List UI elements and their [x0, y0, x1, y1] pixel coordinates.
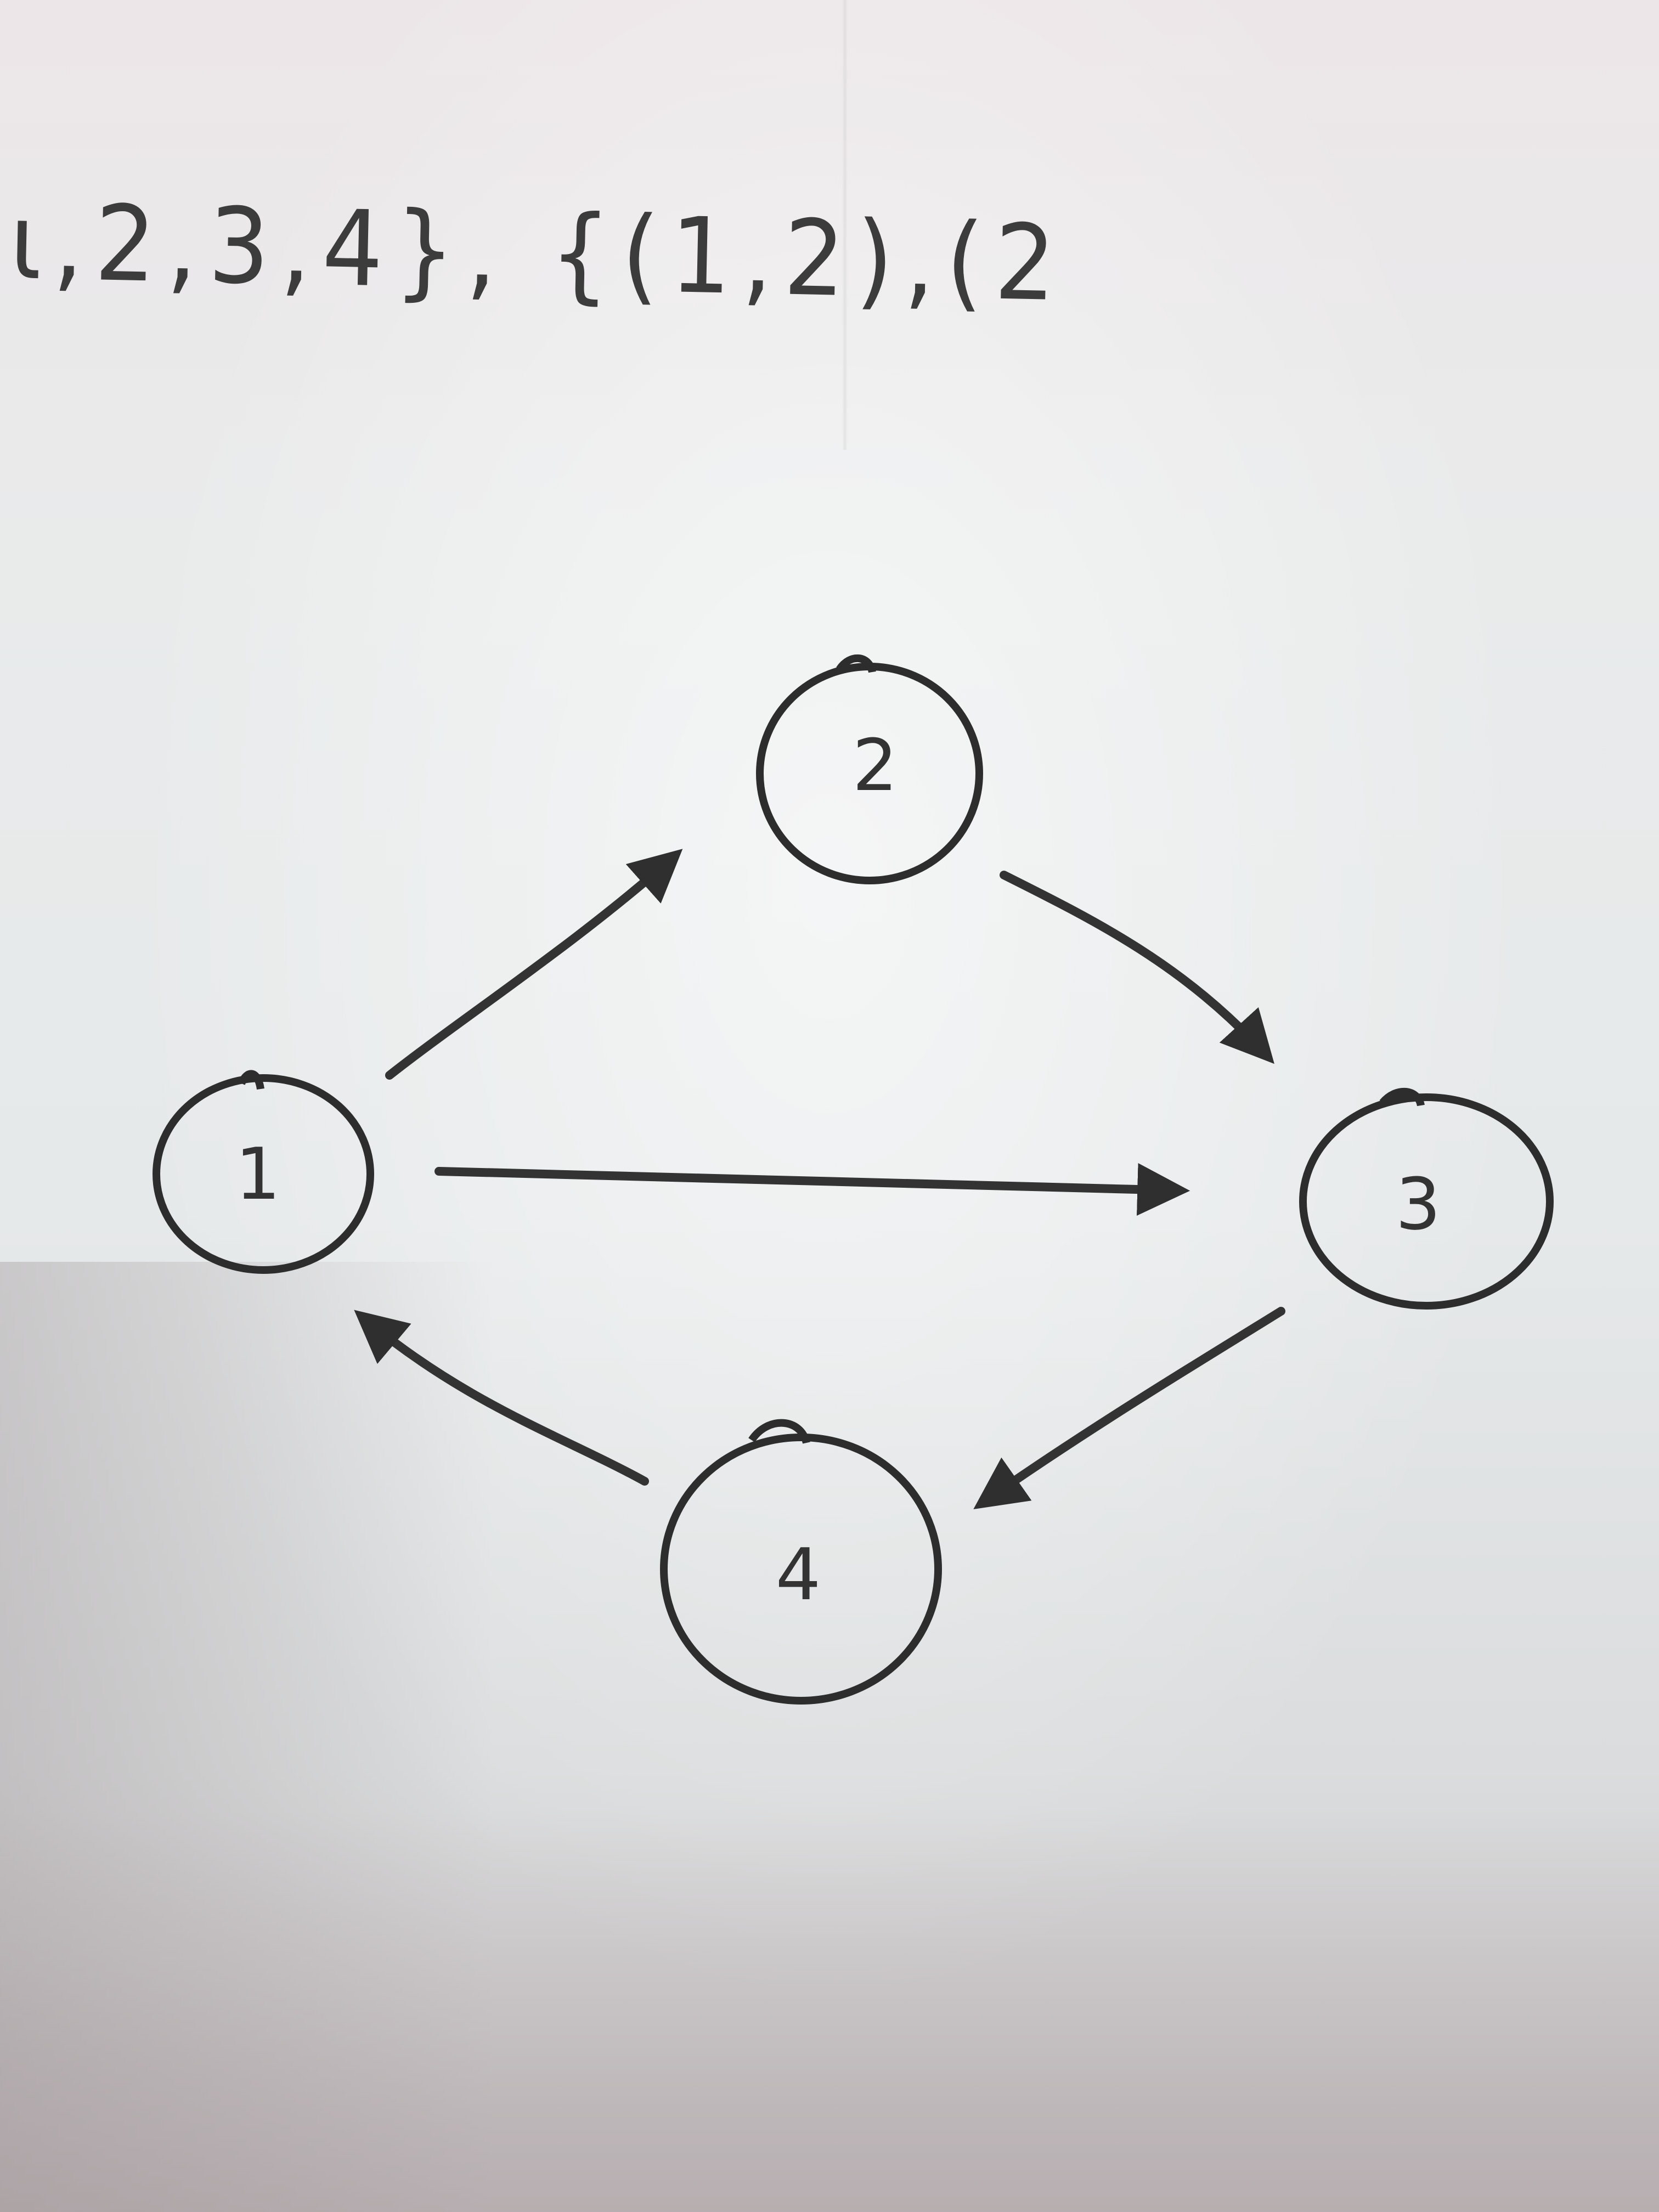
node-1: 1	[153, 1070, 374, 1274]
paper-fold	[842, 0, 848, 450]
node-label-3: 3	[1396, 1163, 1441, 1246]
node-2: 2	[756, 654, 983, 884]
node-label-1: 1	[235, 1132, 281, 1216]
edge-1-3	[435, 1163, 1190, 1216]
shadow-bottom	[0, 1810, 1659, 2212]
node-3: 3	[1299, 1087, 1554, 1310]
edge-4-1	[354, 1310, 649, 1486]
node-4: 4	[660, 1419, 942, 1705]
edge-2-3	[1000, 871, 1274, 1064]
edge-1-2	[385, 849, 683, 1080]
node-label-4: 4	[776, 1533, 821, 1616]
node-label-2: 2	[853, 724, 898, 807]
shadow-left	[0, 1262, 494, 2212]
edge-3-4	[973, 1307, 1285, 1510]
